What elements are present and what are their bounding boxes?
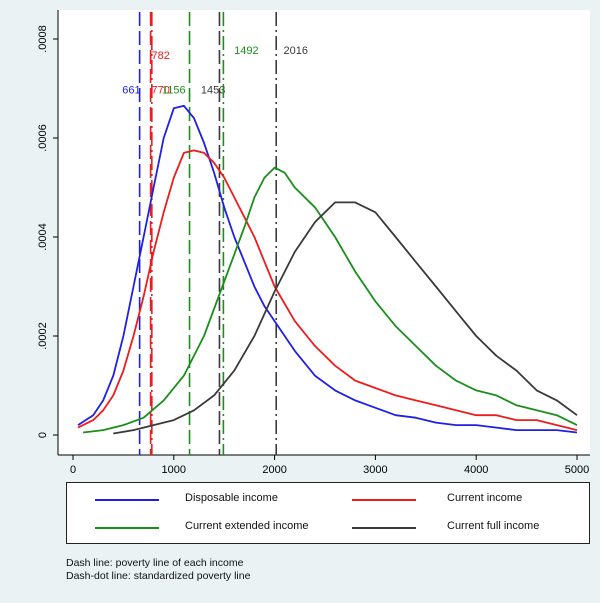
- legend-label-disposable: Disposable income: [185, 492, 278, 504]
- legend-swatch-full: [352, 527, 416, 529]
- poverty-line-label-770: 770: [152, 84, 170, 96]
- x-tick-label: 2000: [262, 464, 286, 476]
- poverty-line-label-1492: 1492: [234, 45, 258, 57]
- density-chart: 0 .0002 .0004 .0006 .0008 0 1000 2000 3000 4000 50…: [37, 10, 590, 476]
- y-tick-label: .0008: [37, 25, 49, 53]
- legend-swatch-disposable: [95, 499, 159, 501]
- poverty-line-label-661: 661: [122, 84, 140, 96]
- x-tick-label: 5000: [565, 464, 589, 476]
- y-tick-label: 0: [37, 432, 49, 438]
- y-tick-label: .0002: [37, 322, 49, 350]
- poverty-line-label-1453: 1453: [201, 84, 225, 96]
- legend-label-current: Current income: [447, 492, 523, 504]
- x-tick-label: 0: [70, 464, 76, 476]
- x-tick-label: 1000: [162, 464, 186, 476]
- x-tick-label: 4000: [464, 464, 488, 476]
- poverty-line-label-782: 782: [152, 50, 170, 62]
- legend-label-full: Current full income: [447, 520, 540, 532]
- density-line-current: [77, 149, 578, 431]
- note-dashdot-line: Dash-dot line: standardized poverty line: [66, 570, 251, 582]
- y-tick-label: .0006: [37, 124, 49, 152]
- legend-label-extended: Current extended income: [185, 520, 309, 532]
- x-tick-label: 3000: [363, 464, 387, 476]
- density-line-extended: [82, 166, 578, 434]
- plot-area: [58, 10, 590, 455]
- note-dash-line: Dash line: poverty line of each income: [66, 557, 244, 569]
- legend-swatch-extended: [95, 527, 159, 529]
- density-line-full: [113, 201, 578, 435]
- legend-swatch-current: [352, 499, 416, 501]
- poverty-line-label-2016: 2016: [284, 45, 308, 57]
- density-line-disposable: [77, 104, 578, 434]
- chart-legend: Disposable income Current income Current…: [66, 482, 590, 544]
- poverty-line-label-1156: 1156: [162, 84, 186, 96]
- y-tick-label: .0004: [37, 223, 49, 251]
